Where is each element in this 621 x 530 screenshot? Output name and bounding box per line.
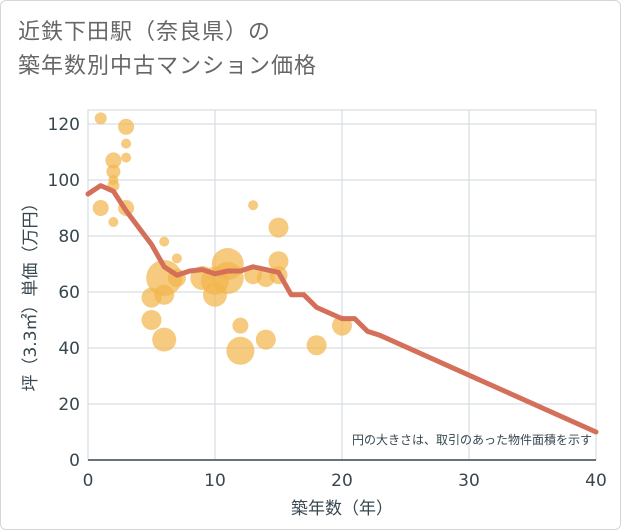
y-tick-label: 0 xyxy=(69,451,80,471)
bubble-point xyxy=(171,253,182,264)
bubble-point xyxy=(152,327,177,352)
y-tick-label: 100 xyxy=(48,171,80,191)
chart-title-line1: 近鉄下田駅（奈良県）の xyxy=(18,20,272,45)
bubble-point xyxy=(268,217,289,238)
bubble-point xyxy=(248,200,259,211)
bubble-point xyxy=(211,262,244,294)
bubble-point xyxy=(92,200,109,216)
x-tick-label: 0 xyxy=(83,471,94,491)
bubble-point xyxy=(146,260,183,296)
x-tick-label: 10 xyxy=(204,471,226,491)
y-tick-label: 80 xyxy=(58,227,80,247)
bubble-point xyxy=(226,336,255,365)
bubble-point xyxy=(268,251,289,272)
y-tick-label: 40 xyxy=(58,339,80,359)
y-axis-label: 坪（3.3㎡）単価（万円） xyxy=(21,194,41,391)
bubble-point xyxy=(255,329,276,350)
x-tick-label: 20 xyxy=(331,471,353,491)
bubble-layer xyxy=(92,112,352,365)
trend-line xyxy=(85,183,599,435)
bubble-point xyxy=(121,152,132,163)
bubble-size-note: 円の大きさは、取引のあった物件面積を示す xyxy=(352,432,592,447)
bubble-point xyxy=(141,310,162,330)
y-tick-label: 60 xyxy=(58,283,80,303)
chart-title-line2: 築年数別中古マンション価格 xyxy=(18,54,318,79)
bubble-point xyxy=(105,152,122,169)
x-axis-label: 築年数（年） xyxy=(291,499,393,519)
y-tick-label: 20 xyxy=(58,395,80,415)
bubble-point xyxy=(306,335,327,356)
tick-layer: 0 10 20 30 40 0 20 40 60 80 100 120 xyxy=(48,115,607,491)
x-tick-label: 30 xyxy=(458,471,480,491)
bubble-point xyxy=(121,138,132,149)
grid xyxy=(87,109,597,461)
bubble-point xyxy=(141,287,162,308)
trend-layer xyxy=(85,183,599,435)
chart-title: 近鉄下田駅（奈良県）の 築年数別中古マンション価格 xyxy=(18,16,317,84)
x-tick-label: 40 xyxy=(585,471,607,491)
y-tick-label: 120 xyxy=(48,115,80,135)
bubble-point xyxy=(159,236,170,247)
bubble-point xyxy=(94,112,107,125)
bubble-point xyxy=(108,217,119,227)
bubble-point xyxy=(118,118,135,135)
bubble-point xyxy=(106,164,121,179)
bubble-point xyxy=(232,317,249,334)
